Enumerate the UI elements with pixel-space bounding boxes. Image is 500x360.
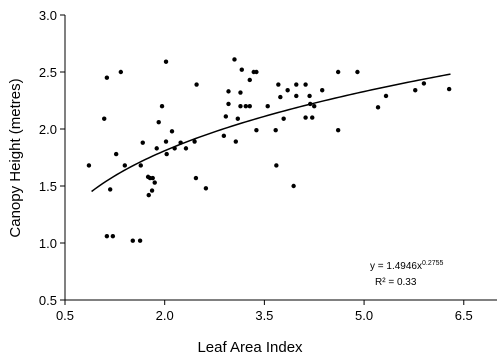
point	[221, 133, 227, 139]
point	[172, 146, 177, 151]
point	[294, 93, 299, 99]
x-axis-label: Leaf Area Index	[197, 339, 303, 356]
point	[274, 163, 279, 168]
point	[254, 69, 259, 75]
point	[375, 105, 381, 110]
point	[86, 163, 92, 168]
r-squared: R² = 0.33	[375, 277, 417, 288]
point	[413, 88, 418, 93]
point	[226, 89, 231, 94]
point	[247, 77, 252, 83]
y-tick-label: 3.0	[39, 8, 57, 23]
equation: y = 1.4946x0.2755	[370, 260, 444, 272]
point	[159, 104, 165, 109]
x-tick-label: 6.5	[455, 308, 473, 323]
point	[239, 67, 244, 72]
point	[303, 115, 308, 120]
point	[243, 104, 248, 109]
x-tick-label: 2.0	[156, 308, 174, 323]
point	[285, 88, 290, 93]
point	[291, 183, 296, 189]
point	[192, 139, 197, 144]
point	[223, 114, 229, 119]
x-tick-label: 0.5	[56, 308, 74, 323]
trendline	[91, 73, 451, 193]
point	[446, 86, 452, 92]
point	[149, 188, 155, 193]
y-tick-label: 0.5	[39, 293, 57, 308]
point	[107, 187, 113, 192]
point	[233, 139, 239, 144]
point	[178, 140, 183, 145]
point	[193, 175, 199, 181]
x-tick-label: 3.5	[255, 308, 273, 323]
point	[307, 93, 312, 99]
x-tick-label: 5.0	[355, 308, 373, 323]
point	[308, 101, 313, 107]
point	[273, 127, 278, 133]
point	[320, 88, 325, 93]
point	[421, 81, 427, 86]
equation-exponent: 0.2755	[422, 260, 444, 267]
point	[355, 69, 360, 75]
point	[335, 69, 341, 75]
point	[238, 104, 243, 109]
point	[281, 116, 286, 121]
point	[130, 238, 135, 243]
point	[164, 151, 169, 157]
point	[383, 93, 389, 99]
point	[104, 75, 110, 80]
point	[235, 116, 240, 121]
y-axis-label: Canopy Height (metres)	[7, 78, 24, 237]
point	[183, 146, 189, 151]
point	[163, 59, 169, 64]
point	[163, 139, 169, 144]
point	[247, 104, 252, 109]
point	[104, 233, 110, 239]
point	[303, 82, 308, 87]
point	[276, 82, 281, 87]
y-tick-label: 1.0	[39, 236, 57, 251]
point	[232, 57, 237, 62]
point	[150, 175, 155, 181]
point	[156, 119, 161, 125]
point	[110, 233, 116, 239]
point	[226, 101, 231, 107]
point	[265, 104, 270, 109]
point	[138, 163, 143, 168]
y-tick-label: 1.5	[39, 179, 57, 194]
point	[169, 129, 175, 134]
point	[278, 94, 283, 100]
point	[194, 82, 199, 87]
point	[154, 146, 159, 151]
equation-base: y = 1.4946x	[370, 261, 422, 272]
point	[146, 192, 151, 198]
point	[312, 104, 317, 109]
point	[118, 69, 124, 75]
point	[152, 180, 157, 185]
point	[238, 90, 243, 95]
point	[122, 163, 128, 168]
point	[294, 82, 299, 87]
point	[102, 116, 107, 121]
point	[254, 127, 259, 133]
point	[137, 238, 143, 243]
point	[113, 151, 119, 157]
point	[140, 140, 145, 145]
point	[335, 127, 341, 133]
y-tick-label: 2.0	[39, 122, 57, 137]
point	[203, 186, 209, 191]
point	[310, 115, 315, 120]
y-tick-label: 2.5	[39, 65, 57, 80]
